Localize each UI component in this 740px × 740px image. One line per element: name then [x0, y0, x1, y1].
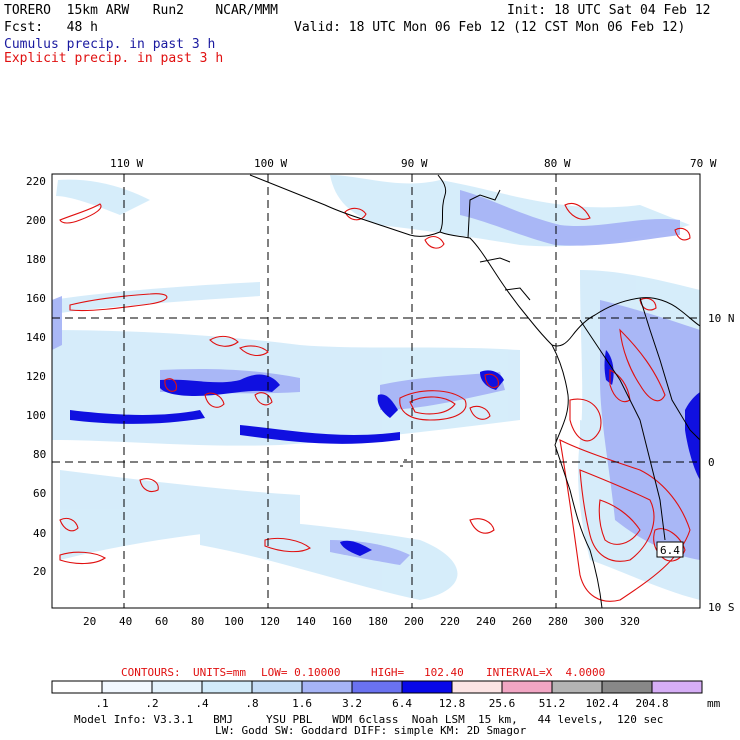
explicit-field-label: Explicit precip. in past 3 h	[4, 51, 224, 66]
y-tick: 100	[26, 409, 46, 422]
x-tick: 100	[224, 615, 244, 628]
legend-value: 3.2	[342, 697, 362, 710]
model-info-line1: Model Info: V3.3.1 BMJ YSU PBL WDM 6clas…	[74, 713, 664, 726]
legend-value: 6.4	[392, 697, 412, 710]
y-tick: 120	[26, 370, 46, 383]
lon-label-110w: 110 W	[110, 157, 144, 170]
x-tick: 80	[191, 615, 205, 628]
lat-label-0: 0	[708, 456, 715, 469]
forecast-hour: Fcst: 48 h	[4, 20, 98, 35]
contour-label-box	[656, 541, 684, 558]
model-info-line2: LW: Godd SW: Goddard DIFF: simple KM: 2D…	[215, 724, 527, 737]
lon-label-90w: 90 W	[401, 157, 428, 170]
y-tick: 180	[26, 253, 46, 266]
x-tick: 240	[476, 615, 496, 628]
x-tick: 200	[404, 615, 424, 628]
coastlines	[249, 174, 700, 608]
init-time: Init: 18 UTC Sat 04 Feb 12	[507, 3, 711, 18]
y-tick: 20	[33, 565, 47, 578]
map-frame	[51, 173, 701, 609]
explicit-precip-contours	[59, 202, 691, 602]
cumulus-field-label: Cumulus precip. in past 3 h	[4, 37, 216, 52]
y-tick: 220	[26, 175, 46, 188]
lon-label-80w: 80 W	[544, 157, 571, 170]
legend-value: .2	[145, 697, 159, 710]
x-tick: 300	[584, 615, 604, 628]
legend-value: .8	[245, 697, 259, 710]
x-tick: 260	[512, 615, 532, 628]
x-tick: 140	[296, 615, 316, 628]
lat-label-10s: 10 S	[708, 601, 735, 614]
y-tick: 40	[33, 527, 47, 540]
legend-value: 51.2	[538, 697, 566, 710]
legend-value: 1.6	[292, 697, 312, 710]
y-tick: 140	[26, 331, 46, 344]
lat-label-10n: 10 N	[708, 312, 735, 325]
contours-interval: INTERVAL=X 4.0000	[486, 666, 606, 679]
lon-label-100w: 100 W	[254, 157, 288, 170]
model-title: TORERO 15km ARW Run2 NCAR/MMM	[4, 3, 278, 18]
legend-value: .1	[95, 697, 109, 710]
x-tick: 60	[155, 615, 169, 628]
x-tick: 120	[260, 615, 280, 628]
valid-time: Valid: 18 UTC Mon 06 Feb 12 (12 CST Mon …	[294, 20, 686, 35]
lat-lon-grid	[52, 174, 700, 608]
legend-units: mm	[707, 697, 721, 710]
x-tick: 20	[83, 615, 97, 628]
x-tick: 320	[620, 615, 640, 628]
cumulus-precip-heavy	[70, 350, 700, 556]
x-tick: 280	[548, 615, 568, 628]
x-tick: 40	[119, 615, 133, 628]
legend-value: 204.8	[635, 697, 669, 710]
contour-label: 6.4	[660, 544, 680, 557]
y-tick: 200	[26, 214, 46, 227]
contours-low: LOW= 0.10000	[261, 666, 341, 679]
lon-label-70w: 70 W	[690, 157, 717, 170]
y-tick: 60	[33, 487, 47, 500]
x-tick: 220	[440, 615, 460, 628]
contours-label: CONTOURS:	[121, 666, 181, 679]
legend-value: 12.8	[438, 697, 466, 710]
legend-value: 25.6	[488, 697, 516, 710]
y-tick: 80	[33, 448, 47, 461]
contours-units: UNITS=mm	[193, 666, 246, 679]
x-tick: 160	[332, 615, 352, 628]
contours-high: HIGH= 102.40	[371, 666, 464, 679]
y-tick: 160	[26, 292, 46, 305]
legend-value: 102.4	[585, 697, 619, 710]
legend-value: .4	[195, 697, 209, 710]
x-tick: 180	[368, 615, 388, 628]
